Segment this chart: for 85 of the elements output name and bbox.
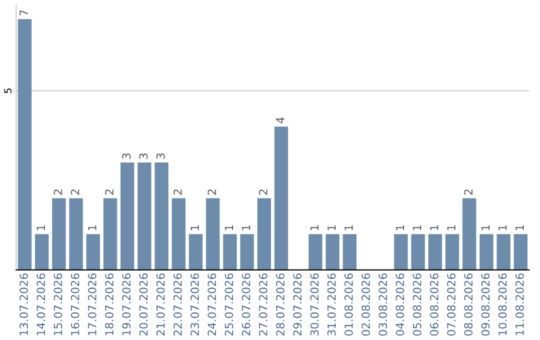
x-tick-label: 04.08.2026: [396, 273, 404, 336]
data-label: 3: [122, 153, 131, 159]
bar: [326, 234, 340, 270]
bar: [86, 234, 100, 270]
x-tick-label: 15.07.2026: [54, 273, 62, 336]
x-tick-label: 19.07.2026: [122, 273, 131, 336]
x-tick-label: 06.08.2026: [430, 273, 438, 336]
data-label: 7: [20, 10, 28, 16]
x-tick-label: 28.07.2026: [276, 273, 284, 336]
data-label: 3: [156, 153, 165, 159]
bar: [411, 234, 425, 270]
x-tick-label: 08.08.2026: [464, 273, 473, 336]
bar: [394, 234, 408, 270]
data-label: 1: [413, 225, 422, 230]
bar: [154, 162, 168, 270]
x-tick-label: 10.08.2026: [498, 273, 507, 336]
x-tick-label: 03.08.2026: [378, 273, 388, 336]
x-tick-label: 25.07.2026: [224, 273, 234, 336]
x-tick-label: 13.07.2026: [20, 273, 28, 336]
bar: [240, 234, 254, 270]
x-tick-label: 05.08.2026: [412, 273, 422, 336]
data-label: 1: [328, 225, 336, 230]
x-tick-label: 27.07.2026: [258, 273, 268, 336]
bar: [496, 234, 510, 270]
x-tick-label: 20.07.2026: [139, 273, 148, 336]
x-tick-label: 14.07.2026: [36, 273, 46, 336]
x-tick-label: 07.08.2026: [447, 273, 456, 336]
data-label: 2: [464, 190, 472, 195]
data-label: 3: [139, 153, 148, 159]
x-tick-label: 24.07.2026: [208, 273, 216, 336]
data-label: 1: [498, 225, 507, 230]
data-label: 1: [481, 225, 490, 230]
data-label: 1: [344, 225, 353, 230]
bar: [206, 198, 220, 270]
data-label: 1: [447, 225, 456, 230]
bar: [138, 162, 152, 270]
x-tick-label: 26.07.2026: [242, 273, 250, 336]
x-tick-label: 16.07.2026: [70, 273, 80, 336]
x-tick-label: 18.07.2026: [105, 273, 114, 336]
bar: [514, 234, 528, 270]
data-label: 2: [70, 190, 80, 195]
data-label: 1: [430, 225, 438, 230]
bar: [188, 234, 203, 270]
bar: [35, 234, 49, 270]
data-label: 1: [516, 225, 524, 230]
x-tick-label: 21.07.2026: [156, 273, 165, 336]
bar: [103, 198, 118, 270]
data-label: 2: [54, 190, 62, 195]
x-tick-label: 30.07.2026: [310, 273, 319, 336]
x-tick-label: 11.08.2026: [515, 273, 524, 336]
x-tick-label: 31.07.2026: [327, 273, 336, 336]
x-tick-label: 02.08.2026: [362, 273, 370, 336]
bar: [428, 234, 442, 270]
data-label: 2: [258, 190, 268, 195]
bar: [69, 198, 83, 270]
data-label: 1: [36, 225, 45, 230]
data-label: 1: [242, 225, 250, 230]
x-tick-label: 23.07.2026: [190, 273, 199, 336]
bar: [52, 198, 66, 270]
data-label: 4: [276, 117, 284, 124]
bar: [223, 234, 237, 270]
bar: [172, 198, 186, 270]
bar: [462, 198, 476, 270]
data-label: 1: [310, 225, 319, 230]
data-label: 1: [396, 225, 404, 230]
bar: [445, 234, 460, 270]
data-label: 1: [88, 225, 96, 230]
data-label: 2: [208, 190, 216, 195]
data-label: 1: [224, 225, 234, 230]
y-tick-label: 5: [4, 88, 12, 94]
data-label: 1: [190, 225, 199, 230]
x-tick-label: 22.07.2026: [173, 273, 182, 336]
bar: [257, 198, 271, 270]
x-tick-label: 17.07.2026: [88, 273, 96, 336]
x-tick-label: 09.08.2026: [481, 273, 490, 336]
data-label: 2: [105, 190, 114, 195]
bar: [18, 19, 32, 270]
bar: [342, 234, 356, 270]
x-tick-label: 29.07.2026: [293, 273, 302, 336]
bar: [120, 162, 134, 270]
bar: [480, 234, 494, 270]
bar: [308, 234, 322, 270]
bar: [274, 126, 288, 270]
data-label: 2: [173, 190, 182, 195]
x-tick-label: 01.08.2026: [344, 273, 353, 336]
